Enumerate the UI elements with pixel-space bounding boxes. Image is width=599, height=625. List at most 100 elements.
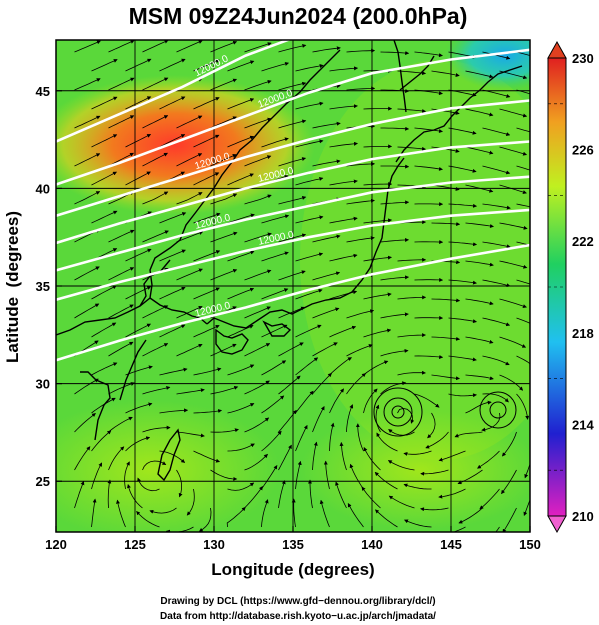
wind-streamline	[74, 115, 101, 129]
wind-streamline	[431, 222, 461, 227]
wind-streamline	[295, 139, 324, 148]
wind-streamline	[323, 460, 330, 490]
wind-streamline	[278, 342, 304, 357]
wind-streamline	[375, 404, 381, 433]
wind-streamline	[387, 460, 415, 471]
wind-streamline	[74, 153, 101, 167]
wind-streamline	[397, 257, 427, 262]
wind-streamline	[420, 469, 449, 476]
wind-streamline	[107, 479, 112, 509]
wind-streamline	[516, 355, 530, 365]
wind-streamline	[363, 292, 392, 300]
credit-line-data: Data from http://database.rish.kyoto−u.a…	[160, 611, 436, 622]
wind-streamline	[465, 298, 494, 306]
wind-streamline	[244, 79, 272, 91]
contour-line	[56, 243, 530, 362]
wind-streamline	[261, 137, 289, 148]
wind-streamline	[244, 232, 272, 243]
wind-streamline	[499, 146, 528, 156]
wind-streamline	[136, 511, 160, 528]
wind-streamline	[176, 388, 205, 395]
wind-streamline	[159, 286, 186, 300]
wind-streamline	[176, 268, 203, 281]
wind-streamline	[380, 348, 409, 357]
wind-streamline	[244, 269, 272, 281]
wind-streamline	[278, 44, 307, 53]
wind-streamline	[397, 407, 415, 424]
wind-streamline	[198, 507, 212, 532]
x-tick-label: 130	[203, 537, 225, 552]
wind-streamline	[339, 441, 347, 471]
wind-streamline	[501, 469, 517, 495]
wind-streamline	[91, 397, 116, 414]
wind-streamline	[210, 469, 238, 481]
wind-streamline	[227, 482, 255, 491]
wind-streamline	[388, 495, 415, 509]
wind-streamline	[193, 450, 221, 463]
wind-streamline	[74, 78, 101, 91]
wind-streamline	[227, 135, 255, 148]
wind-streamline	[261, 395, 285, 414]
wind-streamline	[516, 51, 530, 56]
wind-streamline	[312, 441, 318, 471]
wind-streamline	[176, 305, 203, 319]
wind-streamline	[261, 214, 290, 224]
wind-streamline	[149, 507, 177, 514]
wind-streamline	[482, 241, 511, 249]
wind-streamline	[312, 342, 338, 357]
wind-streamline	[465, 222, 494, 228]
wind-streamline	[193, 324, 220, 338]
wind-streamline	[346, 344, 373, 357]
wind-streamline	[308, 479, 313, 509]
wind-streamline	[176, 231, 204, 243]
wind-streamline	[108, 446, 125, 471]
wind-streamline	[159, 58, 186, 72]
wind-streamline	[91, 285, 117, 300]
x-tick-label: 150	[519, 537, 541, 552]
wind-streamline	[108, 267, 135, 281]
wind-streamline	[186, 488, 195, 516]
x-tick-label: 135	[282, 537, 304, 552]
colorbar-top-arrow	[547, 40, 567, 59]
credit-line-drawing: Drawing by DCL (https://www.gfd−dennou.o…	[160, 596, 435, 607]
wind-streamline	[482, 355, 510, 366]
wind-streamline	[329, 357, 352, 376]
wind-streamline	[414, 165, 443, 171]
wind-streamline	[329, 422, 335, 452]
y-axis-label: Latitude (degrees)	[3, 211, 22, 363]
wind-streamline	[176, 469, 183, 498]
y-tick-label: 45	[36, 84, 50, 99]
colorbar: 210 214 218 222 226 230	[547, 40, 594, 534]
wind-streamline	[142, 230, 169, 243]
wind-streamline	[91, 210, 118, 224]
wind-streamline	[91, 498, 97, 528]
wind-streamline	[403, 450, 432, 456]
wind-streamline	[319, 499, 330, 528]
wind-streamline	[193, 367, 222, 376]
wind-streamline	[227, 364, 255, 376]
wind-streamline	[244, 42, 272, 53]
wind-streamline	[142, 77, 169, 91]
wind-streamline	[295, 460, 302, 490]
wind-streamline	[108, 229, 135, 243]
x-tick-label: 140	[361, 537, 383, 552]
wind-streamline	[295, 288, 323, 300]
wind-streamline	[210, 343, 237, 357]
wind-streamline	[124, 461, 130, 490]
wind-streamline	[397, 333, 427, 338]
wind-streamline	[380, 51, 410, 56]
wind-streamline	[91, 134, 118, 148]
wind-streamline	[454, 431, 483, 438]
wind-streamline	[193, 250, 221, 262]
wind-streamline	[159, 408, 189, 414]
wind-streamline	[210, 78, 238, 91]
colorbar-tick-label: 222	[572, 234, 594, 249]
wind-streamline	[227, 443, 255, 452]
wind-streamline	[291, 498, 296, 528]
wind-streamline	[278, 196, 307, 205]
wind-streamline	[244, 486, 263, 509]
wind-streamline	[176, 115, 203, 129]
wind-streamline	[438, 450, 466, 462]
wind-streamline	[227, 173, 254, 186]
wind-streamline	[431, 336, 461, 341]
